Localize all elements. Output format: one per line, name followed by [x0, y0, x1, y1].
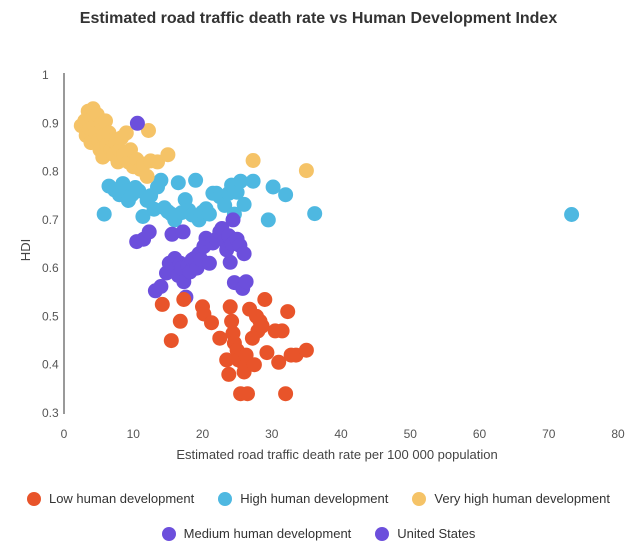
x-axis-label: Estimated road traffic death rate per 10…: [176, 447, 497, 462]
x-tick-label: 40: [334, 427, 348, 441]
series-medium-human-development: [129, 212, 254, 305]
series-low-human-development: [154, 292, 314, 402]
legend-swatch-low: [26, 491, 41, 506]
data-point[interactable]: [201, 206, 217, 222]
data-point[interactable]: [564, 207, 580, 222]
data-point[interactable]: [246, 357, 262, 373]
data-point[interactable]: [260, 212, 276, 228]
data-point[interactable]: [245, 173, 261, 189]
legend-item-low[interactable]: Low human development: [26, 491, 195, 506]
data-point[interactable]: [201, 255, 217, 271]
data-point[interactable]: [141, 224, 157, 240]
y-tick-label: 0.4: [42, 358, 59, 372]
data-point[interactable]: [118, 125, 134, 141]
data-point[interactable]: [153, 172, 169, 188]
data-point[interactable]: [129, 115, 145, 131]
legend-swatch-united-states: [375, 526, 390, 541]
data-point[interactable]: [271, 354, 287, 370]
data-point[interactable]: [170, 175, 186, 191]
x-axis: 0 10 20 30 40 50 60 70 80: [61, 427, 625, 441]
data-point[interactable]: [224, 313, 240, 329]
data-point[interactable]: [221, 366, 237, 382]
data-point[interactable]: [278, 187, 294, 203]
y-tick-label: 1: [42, 68, 49, 82]
data-point[interactable]: [307, 206, 323, 222]
legend-label-very-high: Very high human development: [434, 491, 611, 506]
legend-item-medium[interactable]: Medium human development: [161, 526, 352, 541]
data-point[interactable]: [188, 172, 204, 188]
data-points: [73, 101, 580, 402]
data-point[interactable]: [219, 352, 235, 368]
legend-label-medium: Medium human development: [183, 526, 352, 541]
chart-title: Estimated road traffic death rate vs Hum…: [79, 10, 558, 27]
x-tick-label: 20: [196, 427, 210, 441]
x-tick-label: 30: [265, 427, 279, 441]
data-point[interactable]: [176, 292, 192, 307]
y-tick-label: 0.9: [42, 116, 59, 130]
data-point[interactable]: [154, 296, 170, 312]
series-high-human-development: [96, 172, 580, 228]
data-point[interactable]: [204, 315, 219, 331]
data-point[interactable]: [280, 304, 296, 320]
data-point[interactable]: [298, 163, 314, 179]
y-tick-label: 0.8: [42, 165, 59, 179]
data-point[interactable]: [278, 386, 294, 402]
legend-label-low: Low human development: [48, 491, 195, 506]
data-point[interactable]: [160, 147, 176, 163]
legend-row-1: Low human development High human develop…: [0, 491, 637, 506]
data-point[interactable]: [175, 224, 191, 240]
data-point[interactable]: [217, 197, 233, 213]
legend-swatch-high: [218, 491, 233, 506]
data-point[interactable]: [222, 299, 238, 315]
data-point[interactable]: [238, 274, 254, 290]
data-point[interactable]: [254, 318, 270, 334]
series-very-high-human-development: [73, 101, 314, 184]
x-tick-label: 0: [61, 427, 68, 441]
data-point[interactable]: [259, 345, 275, 361]
data-point[interactable]: [257, 292, 273, 307]
legend-item-united-states[interactable]: United States: [375, 526, 475, 541]
x-tick-label: 60: [473, 427, 487, 441]
legend-swatch-very-high: [412, 491, 427, 506]
data-point[interactable]: [96, 206, 112, 222]
data-point[interactable]: [163, 333, 179, 349]
data-point[interactable]: [274, 323, 290, 339]
x-tick-label: 50: [404, 427, 418, 441]
legend-swatch-medium: [161, 526, 176, 541]
data-point[interactable]: [139, 168, 155, 184]
x-tick-label: 10: [127, 427, 141, 441]
data-point[interactable]: [222, 254, 238, 270]
data-point[interactable]: [233, 173, 249, 189]
data-point[interactable]: [236, 246, 252, 262]
x-tick-label: 70: [542, 427, 556, 441]
data-point[interactable]: [98, 113, 113, 129]
y-axis: 0.3 0.4 0.5 0.6 0.7 0.8 0.9 1: [42, 68, 65, 420]
data-point[interactable]: [141, 123, 156, 138]
legend-row-2: Medium human development United States: [0, 526, 637, 541]
series-united-states: [129, 115, 145, 131]
data-point[interactable]: [245, 153, 261, 168]
legend-item-high[interactable]: High human development: [218, 491, 388, 506]
data-point[interactable]: [135, 209, 151, 224]
legend-label-united-states: United States: [397, 526, 476, 541]
y-tick-label: 0.6: [42, 261, 59, 275]
y-axis-label: HDI: [18, 239, 33, 261]
data-point[interactable]: [153, 279, 169, 294]
data-point[interactable]: [265, 179, 281, 195]
y-tick-label: 0.7: [42, 213, 59, 227]
legend-label-high: High human development: [240, 491, 389, 506]
data-point[interactable]: [236, 196, 252, 212]
data-point[interactable]: [172, 313, 188, 329]
x-tick-label: 80: [611, 427, 625, 441]
scatter-plot: 0.3 0.4 0.5 0.6 0.7 0.8 0.9 1 0 10 20 30 40 50 60 70 80…: [18, 68, 625, 462]
data-point[interactable]: [225, 212, 241, 228]
y-tick-label: 0.3: [42, 406, 59, 420]
y-tick-label: 0.5: [42, 309, 59, 323]
data-point[interactable]: [240, 386, 255, 402]
legend-item-very-high[interactable]: Very high human development: [412, 491, 610, 506]
data-point[interactable]: [298, 342, 314, 358]
data-point[interactable]: [212, 330, 228, 346]
